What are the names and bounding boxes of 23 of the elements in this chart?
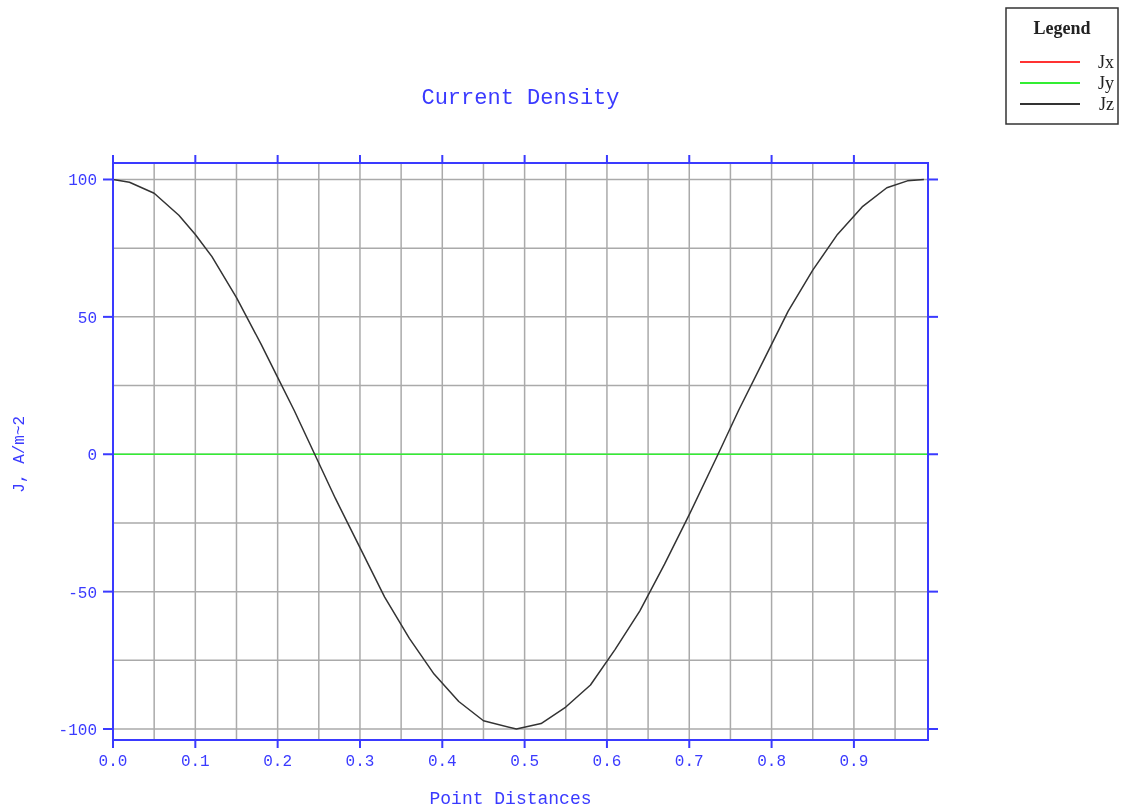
x-tick-label: 0.9 xyxy=(839,753,869,771)
x-tick-label: 0.0 xyxy=(98,753,128,771)
legend-title: Legend xyxy=(1033,18,1091,38)
x-tick-label: 0.7 xyxy=(674,753,704,771)
legend-label: Jx xyxy=(1097,52,1114,72)
x-tick-label: 0.4 xyxy=(427,753,457,771)
legend-label: Jz xyxy=(1099,94,1114,114)
y-tick-label: 100 xyxy=(68,172,97,191)
x-tick-label: 0.5 xyxy=(510,753,540,771)
x-tick-label: 0.6 xyxy=(592,753,622,771)
y-axis-title: J, A/m~2 xyxy=(11,415,29,493)
line-series xyxy=(112,178,925,730)
x-tick-label: 0.1 xyxy=(180,753,210,771)
y-tick-label: 50 xyxy=(77,309,97,328)
y-tick-label: -50 xyxy=(68,584,97,603)
x-tick-label: 0.3 xyxy=(345,753,375,771)
x-tick-label: 0.8 xyxy=(757,753,786,771)
x-axis-title: Point Distances xyxy=(429,789,592,809)
chart-title: Current Density xyxy=(421,86,620,111)
legend-label: Jy xyxy=(1097,73,1114,93)
y-tick-label: -100 xyxy=(58,722,97,741)
y-tick-label: 0 xyxy=(87,447,97,466)
x-tick-label: 0.2 xyxy=(263,753,293,771)
